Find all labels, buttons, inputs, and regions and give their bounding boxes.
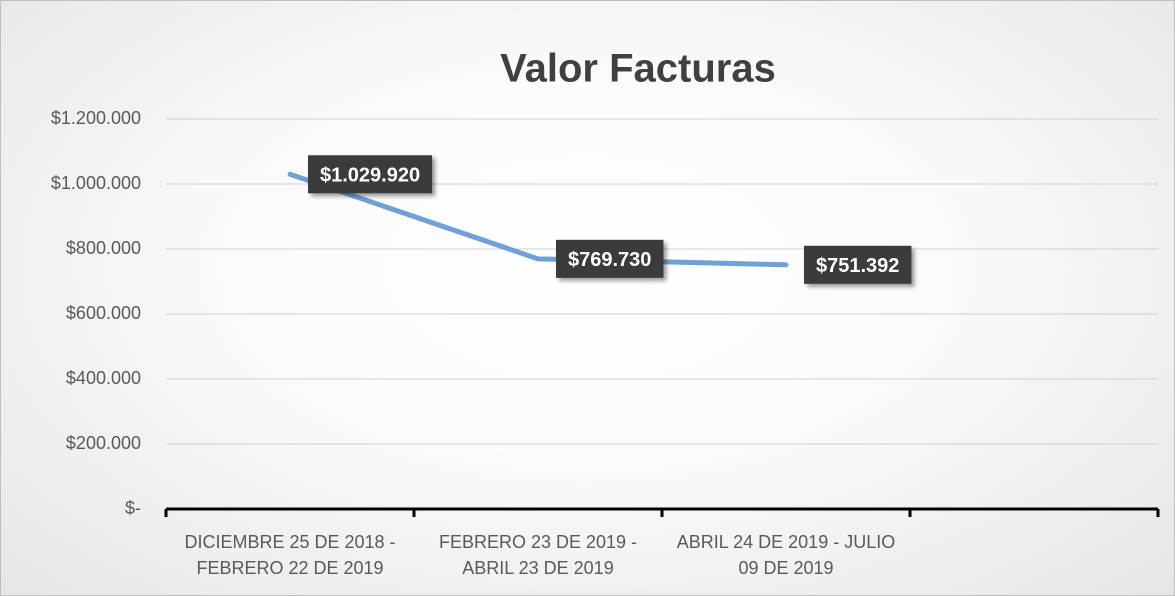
data-label-box — [308, 155, 433, 194]
data-label-box — [556, 239, 664, 278]
x-tick-label: DICIEMBRE 25 DE 2018 - FEBRERO 22 DE 201… — [184, 532, 396, 578]
chart-title: Valor Facturas — [500, 47, 776, 91]
data-label: $769.730 — [556, 239, 664, 278]
data-label-text: $769.730 — [568, 249, 651, 271]
y-tick-label: $- — [125, 498, 141, 518]
data-label-text: $751.392 — [816, 255, 899, 277]
y-tick-label: $1.200.000 — [51, 108, 141, 128]
y-tick-label: $800.000 — [66, 238, 141, 258]
x-tick-label: FEBRERO 23 DE 2019 - ABRIL 23 DE 2019 — [438, 532, 638, 578]
y-tick-label: $600.000 — [66, 303, 141, 323]
data-label: $751.392 — [804, 245, 912, 284]
y-tick-label: $200.000 — [66, 433, 141, 453]
data-label-text: $1.029.920 — [320, 165, 420, 187]
line-series — [287, 171, 789, 268]
y-tick-label: $400.000 — [66, 368, 141, 388]
data-label: $1.029.920 — [308, 155, 433, 194]
y-tick-label: $1.000.000 — [51, 173, 141, 193]
data-label-box — [804, 245, 912, 284]
x-tick-label: ABRIL 24 DE 2019 - JULIO 09 DE 2019 — [676, 532, 896, 578]
